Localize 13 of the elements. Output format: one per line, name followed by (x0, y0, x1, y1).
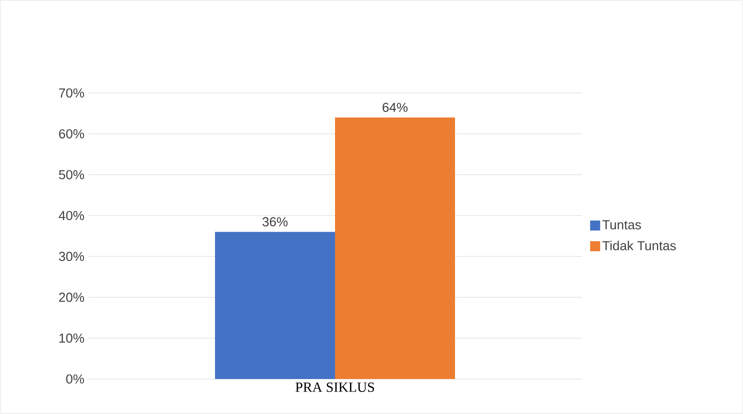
y-tick-label: 40% (58, 210, 84, 220)
y-tick-label: 30% (58, 252, 84, 262)
y-tick-label: 60% (59, 129, 84, 138)
y-tick-label: 10% (59, 334, 84, 343)
legend-label: Tidak Tuntas (602, 240, 676, 250)
y-tick-label: 50% (58, 170, 84, 180)
data-label: 64% (382, 102, 408, 112)
x-tick-label: PRA SIKLUS (296, 382, 374, 392)
y-tick-label: 70% (59, 88, 84, 98)
data-label: 36% (262, 217, 288, 226)
y-tick-label: 20% (59, 292, 84, 302)
y-tick-label: 0% (66, 374, 84, 384)
legend-label: Tuntas (602, 220, 641, 230)
